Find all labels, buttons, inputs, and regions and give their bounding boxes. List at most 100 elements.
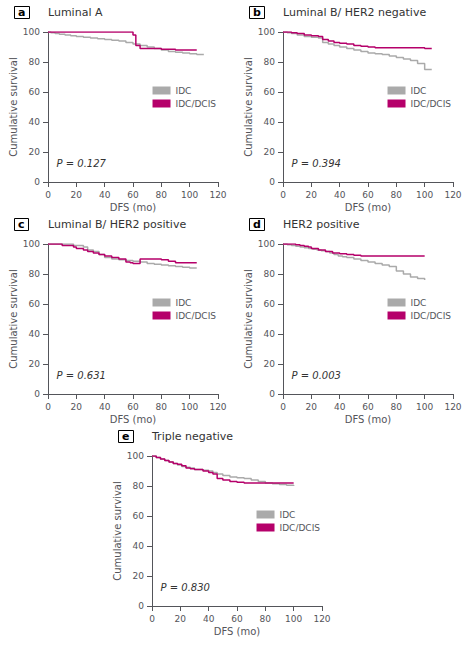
svg-text:40: 40: [264, 117, 276, 127]
svg-text:P = 0.830: P = 0.830: [161, 582, 210, 593]
svg-text:40: 40: [29, 329, 41, 339]
svg-text:IDC/DCIS: IDC/DCIS: [411, 311, 452, 321]
svg-text:40: 40: [264, 329, 276, 339]
svg-text:80: 80: [156, 402, 168, 412]
svg-text:20: 20: [306, 190, 318, 200]
svg-text:0: 0: [45, 402, 51, 412]
svg-text:80: 80: [156, 190, 168, 200]
svg-text:80: 80: [391, 190, 403, 200]
svg-text:IDC: IDC: [176, 86, 192, 96]
svg-text:IDC/DCIS: IDC/DCIS: [176, 311, 217, 321]
svg-text:HER2 positive: HER2 positive: [283, 218, 360, 231]
svg-text:0: 0: [45, 190, 51, 200]
svg-text:c: c: [18, 218, 25, 231]
svg-text:60: 60: [362, 402, 374, 412]
svg-text:120: 120: [209, 402, 226, 412]
svg-text:Cumulative survival: Cumulative survival: [243, 57, 254, 156]
svg-text:0: 0: [34, 177, 40, 187]
svg-text:Luminal B/ HER2 positive: Luminal B/ HER2 positive: [48, 218, 186, 231]
svg-text:120: 120: [444, 402, 461, 412]
svg-text:60: 60: [264, 299, 276, 309]
svg-text:0: 0: [149, 614, 155, 624]
svg-text:0: 0: [280, 402, 286, 412]
svg-text:d: d: [253, 218, 261, 231]
svg-text:b: b: [253, 6, 261, 19]
svg-text:P = 0.394: P = 0.394: [292, 158, 341, 169]
svg-text:100: 100: [258, 27, 275, 37]
svg-text:100: 100: [127, 451, 144, 461]
svg-text:Luminal B/ HER2 negative: Luminal B/ HER2 negative: [283, 6, 426, 19]
svg-text:0: 0: [280, 190, 286, 200]
svg-text:100: 100: [181, 190, 198, 200]
svg-text:IDC: IDC: [411, 86, 427, 96]
svg-text:40: 40: [29, 117, 41, 127]
svg-text:100: 100: [416, 402, 433, 412]
svg-text:P = 0.127: P = 0.127: [57, 158, 107, 169]
svg-text:IDC/DCIS: IDC/DCIS: [411, 99, 452, 109]
svg-text:a: a: [18, 6, 25, 19]
svg-text:60: 60: [127, 402, 139, 412]
svg-text:80: 80: [264, 269, 276, 279]
svg-text:120: 120: [444, 190, 461, 200]
svg-text:20: 20: [71, 402, 83, 412]
svg-text:20: 20: [71, 190, 83, 200]
svg-text:Triple negative: Triple negative: [151, 430, 233, 443]
svg-text:40: 40: [334, 402, 346, 412]
svg-text:DFS (mo): DFS (mo): [345, 202, 392, 213]
svg-text:80: 80: [264, 57, 276, 67]
svg-text:20: 20: [264, 147, 276, 157]
svg-text:80: 80: [391, 402, 403, 412]
svg-text:60: 60: [29, 299, 41, 309]
svg-text:80: 80: [29, 269, 41, 279]
svg-text:0: 0: [34, 389, 40, 399]
svg-text:IDC: IDC: [176, 298, 192, 308]
svg-text:20: 20: [29, 359, 41, 369]
svg-text:20: 20: [264, 359, 276, 369]
svg-text:P = 0.003: P = 0.003: [292, 370, 341, 381]
svg-text:40: 40: [334, 190, 346, 200]
svg-text:60: 60: [231, 614, 243, 624]
svg-text:20: 20: [175, 614, 187, 624]
svg-text:DFS (mo): DFS (mo): [110, 414, 157, 425]
svg-text:0: 0: [138, 601, 144, 611]
svg-text:20: 20: [306, 402, 318, 412]
svg-text:100: 100: [285, 614, 302, 624]
svg-text:80: 80: [29, 57, 41, 67]
svg-text:60: 60: [362, 190, 374, 200]
svg-text:Luminal A: Luminal A: [48, 6, 103, 19]
svg-text:60: 60: [127, 190, 139, 200]
svg-text:100: 100: [23, 27, 40, 37]
svg-text:DFS (mo): DFS (mo): [110, 202, 157, 213]
svg-text:Cumulative survival: Cumulative survival: [243, 269, 254, 368]
svg-text:100: 100: [23, 239, 40, 249]
svg-text:80: 80: [133, 481, 145, 491]
svg-text:e: e: [122, 430, 129, 443]
svg-text:IDC: IDC: [280, 510, 296, 520]
svg-text:IDC: IDC: [411, 298, 427, 308]
svg-text:100: 100: [181, 402, 198, 412]
svg-text:120: 120: [313, 614, 330, 624]
svg-text:100: 100: [416, 190, 433, 200]
svg-text:60: 60: [29, 87, 41, 97]
svg-text:40: 40: [133, 541, 145, 551]
svg-text:40: 40: [203, 614, 215, 624]
svg-text:20: 20: [133, 571, 145, 581]
svg-text:P = 0.631: P = 0.631: [57, 370, 106, 381]
svg-text:Cumulative survival: Cumulative survival: [8, 269, 19, 368]
svg-text:120: 120: [209, 190, 226, 200]
svg-text:60: 60: [133, 511, 145, 521]
svg-text:Cumulative survival: Cumulative survival: [8, 57, 19, 156]
svg-text:40: 40: [99, 402, 111, 412]
svg-text:100: 100: [258, 239, 275, 249]
svg-text:IDC/DCIS: IDC/DCIS: [176, 99, 217, 109]
svg-text:60: 60: [264, 87, 276, 97]
svg-text:20: 20: [29, 147, 41, 157]
svg-text:0: 0: [269, 389, 275, 399]
svg-text:Cumulative survival: Cumulative survival: [112, 481, 123, 580]
svg-text:80: 80: [260, 614, 272, 624]
svg-text:IDC/DCIS: IDC/DCIS: [280, 523, 321, 533]
svg-text:DFS (mo): DFS (mo): [214, 626, 261, 637]
svg-text:40: 40: [99, 190, 111, 200]
svg-text:0: 0: [269, 177, 275, 187]
svg-text:DFS (mo): DFS (mo): [345, 414, 392, 425]
